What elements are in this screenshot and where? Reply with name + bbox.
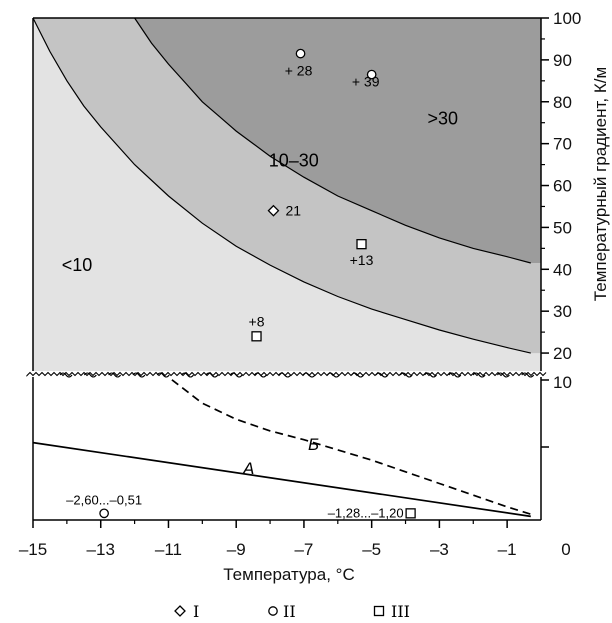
x-tick-label: –15	[19, 540, 47, 559]
y-tick-label: 10	[553, 373, 572, 392]
point-marker-circle	[295, 48, 306, 59]
y-tick-label: 40	[553, 260, 572, 279]
y-tick-label: 100	[553, 9, 581, 28]
axis-break-tildes	[59, 372, 535, 378]
point-label: + 39	[352, 74, 380, 90]
lower-background	[33, 374, 541, 520]
y-tick-label: 60	[553, 177, 572, 196]
y-tick-label: 90	[553, 51, 572, 70]
upper-region-fills: <10 10–30 >30	[32, 17, 541, 374]
legend-label-ii: II	[283, 602, 296, 621]
series-label-a: А	[242, 459, 254, 478]
series-line-b	[171, 379, 532, 516]
x-tick-label: –5	[362, 540, 381, 559]
x-tick-label: –11	[155, 540, 182, 559]
point-marker-circle	[99, 508, 109, 519]
point-range-label: –1,28...–1,20	[328, 505, 404, 520]
y-tick-label: 80	[553, 93, 572, 112]
point-label: + 28	[285, 63, 313, 79]
point-marker-square	[405, 508, 416, 519]
x-tick-label: –9	[227, 540, 246, 559]
point-label: +8	[249, 313, 265, 329]
x-tick-label: 0	[561, 540, 570, 559]
point-range-label: –2,60...–0,51	[66, 492, 142, 507]
legend-diamond-marker	[174, 605, 186, 617]
point-marker-square	[356, 239, 367, 250]
x-axis-label: Температура, °C	[223, 565, 354, 584]
legend: I II III	[174, 602, 410, 621]
legend-label-i: I	[193, 602, 199, 621]
point-label: +13	[350, 252, 374, 268]
lower-plot: АБ	[32, 374, 541, 520]
boundary-curve-10	[32, 17, 531, 354]
legend-label-iii: III	[391, 602, 410, 621]
point-marker-square	[251, 331, 262, 342]
x-tick-label: –3	[430, 540, 449, 559]
x-tick-label: –7	[294, 540, 313, 559]
data-points: 21 + 28 + 39 +13 +8 –2,60...–0,51 –1,28...–1,2…	[66, 48, 416, 520]
region-label-2: >30	[428, 109, 459, 129]
y-tick-label: 20	[553, 344, 572, 363]
y-tick-label: 50	[553, 218, 572, 237]
series-label-b: Б	[308, 435, 319, 454]
point-marker-circle	[366, 69, 377, 80]
plot-frame	[25, 17, 549, 521]
series-line-a	[32, 441, 531, 518]
legend-circle-marker	[268, 606, 278, 616]
region-fill-above-30	[134, 18, 541, 263]
region-label-1: 10–30	[269, 150, 319, 170]
point-label: 21	[285, 203, 301, 219]
x-tick-label: –13	[87, 540, 115, 559]
point-marker-diamond	[267, 204, 280, 217]
y-tick-label: 30	[553, 302, 572, 321]
region-label-0: <10	[62, 255, 93, 275]
x-tick-label: –1	[498, 540, 517, 559]
y-tick-label: 70	[553, 135, 572, 154]
legend-square-marker	[373, 605, 385, 617]
boundary-curve-30	[134, 17, 531, 264]
y-axis-label: Температурный градиент, К/м	[591, 67, 610, 301]
axis-ticks: –15 –13 –11 –9 –7 –5 –3 –1 0 20 30 40 50 60 70 80 90 100 1…	[19, 9, 582, 559]
